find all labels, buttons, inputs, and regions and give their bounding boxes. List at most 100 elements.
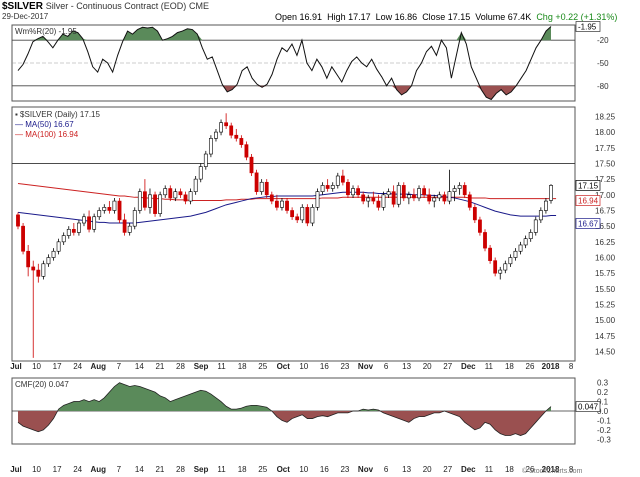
candle-body (31, 266, 36, 271)
x-tick-label-cmf: 14 (135, 465, 144, 474)
candle-body (107, 207, 112, 211)
x-tick-label-price: 11 (485, 362, 494, 371)
price-tick-label: 15.00 (595, 316, 616, 325)
candle-body (498, 269, 503, 274)
cmf-value-badge (575, 401, 601, 412)
candle-body (432, 197, 437, 202)
candle-body (66, 228, 71, 236)
cmf-tick-label: 0.2 (597, 388, 609, 397)
candle-body (447, 191, 452, 202)
candle-body (249, 156, 254, 174)
candle-body (168, 188, 173, 199)
x-tick-label-price: 18 (238, 362, 247, 371)
x-tick-label-cmf: 16 (320, 465, 329, 474)
candle-body (148, 194, 152, 208)
candle-body (325, 185, 330, 189)
x-axis: Jul Jul 10 10 17 17 24 24 Aug Aug 7 7 14 14 21 21 28 28 Se… (10, 362, 574, 474)
price-tick-label: 16.75 (595, 206, 616, 215)
x-tick-label-price: 7 (117, 362, 122, 371)
candle-body (56, 241, 61, 252)
candle-body (488, 247, 492, 261)
x-tick-label-cmf: 27 (443, 465, 452, 474)
williams-r-panel: -20 -50 -80 Wm%R(20) -1.95 -1.95 (11, 21, 609, 102)
x-tick-label-cmf: 8 (569, 465, 574, 474)
candle-body (269, 194, 274, 202)
candle-body (224, 122, 229, 127)
candle-body (92, 216, 97, 230)
candle-body (351, 188, 355, 196)
price-tick-label: 18.25 (595, 112, 616, 121)
cmf-tick-label: -0.2 (597, 426, 611, 435)
candle-body (467, 194, 472, 208)
price-panel: 18.25 18.00 17.75 17.50 17.25 17.00 16.75 16.50… (11, 106, 616, 362)
change-value: Chg +0.22 (+1.31%) (536, 12, 618, 22)
x-tick-label-price: 10 (32, 362, 41, 371)
x-tick-label-cmf: 24 (73, 465, 82, 474)
candle-body (406, 194, 411, 199)
price-tick-label: 16.25 (595, 238, 616, 247)
candle-body (229, 125, 234, 136)
candle-body (528, 232, 533, 240)
open-value: Open 16.91 (275, 12, 323, 22)
candle-body (61, 235, 66, 243)
price-tick-label: 17.00 (595, 191, 616, 200)
x-tick-label-cmf: Dec (461, 465, 476, 474)
candle-body (290, 210, 295, 218)
candle-body (412, 194, 416, 199)
x-tick-label-price: Nov (358, 362, 374, 371)
candle-body (214, 131, 218, 139)
willr-legend: Wm%R(20) -1.95 (15, 27, 77, 36)
x-tick-label-price: 13 (402, 362, 411, 371)
candle-body (386, 191, 391, 196)
price-tick-label: 16.00 (595, 254, 616, 263)
candle-body (244, 144, 249, 158)
candle-body (391, 191, 396, 205)
price-badge (575, 195, 601, 206)
x-tick-label-cmf: 11 (485, 465, 494, 474)
candle-body (503, 263, 508, 271)
willr-value-badge (575, 21, 601, 32)
candle-body (77, 222, 81, 233)
chart-header: $SILVER Silver - Continuous Contract (EO… (0, 0, 640, 24)
symbol-label: $SILVER (2, 1, 43, 12)
cmf-tick-label: 0.3 (597, 379, 609, 388)
cmf-legend: CMF(20) 0.047 (15, 380, 69, 389)
candle-body (346, 181, 350, 196)
candle-body (483, 232, 487, 249)
ma100-legend: — MA(100) 16.94 (15, 130, 79, 139)
candle-body (457, 185, 462, 189)
date-label: 29-Dec-2017 (2, 12, 49, 21)
candle-body (376, 200, 381, 208)
cmf-panel: 0.30.20.10.0-0.1-0.2-0.3 CMF(20) 0.047 0.0… (11, 377, 611, 445)
candle-body (259, 181, 264, 192)
candle-body (396, 185, 401, 205)
cmf-tick-label: -0.1 (597, 416, 611, 425)
ma50-legend: — MA(50) 16.67 (15, 120, 74, 129)
cmf-tick-label: 0.1 (597, 398, 609, 407)
x-tick-label-price: 24 (73, 362, 82, 371)
candle-body (21, 225, 25, 252)
x-tick-label-price: Jul (10, 362, 22, 371)
ohlc-readout: Open 16.91 High 17.17 Low 16.86 Close 17… (275, 12, 617, 22)
candle-body (315, 191, 320, 208)
willr-overbought-fill (32, 26, 552, 41)
price-badge-text: 17.15 (578, 181, 599, 190)
candle-body (71, 228, 76, 233)
price-tick-label: 17.25 (595, 175, 616, 184)
x-tick-label-cmf: Oct (277, 465, 291, 474)
x-tick-label-cmf: 25 (258, 465, 267, 474)
x-tick-label-cmf: 18 (238, 465, 247, 474)
x-tick-label-cmf: Aug (90, 465, 106, 474)
candle-body (254, 172, 259, 192)
x-tick-label-price: 20 (423, 362, 432, 371)
candle-body (234, 134, 239, 139)
candle-body (198, 166, 203, 180)
candle-body (193, 178, 198, 192)
candle-body (137, 191, 142, 211)
candle-body (472, 207, 477, 221)
watermark: © StockCharts.com (522, 467, 583, 475)
price-badge-text: 16.67 (578, 219, 599, 228)
x-tick-label-cmf: 23 (340, 465, 349, 474)
candle-body (280, 200, 284, 208)
price-tick-label: 14.75 (595, 332, 616, 341)
